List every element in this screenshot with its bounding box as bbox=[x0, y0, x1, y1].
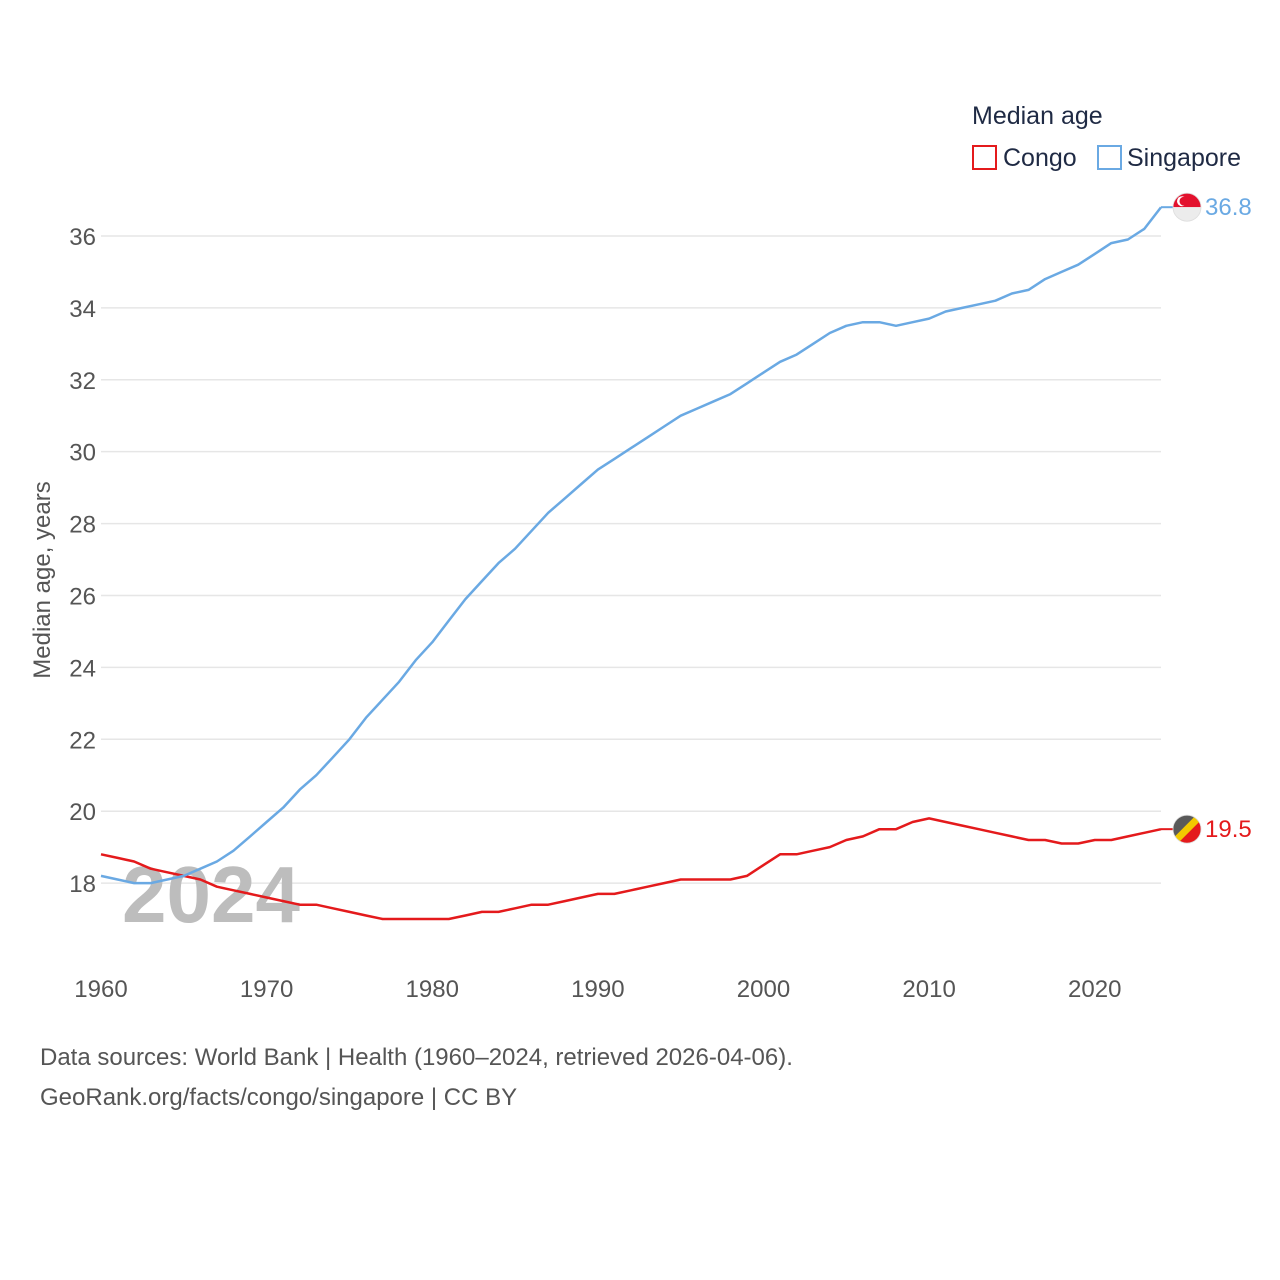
series-line-congo bbox=[100, 817, 1162, 921]
attribution-line: GeoRank.org/facts/congo/singapore | CC B… bbox=[40, 1084, 518, 1111]
end-value-label-congo: 19.5 bbox=[1205, 816, 1252, 843]
x-tick-label: 2000 bbox=[737, 976, 790, 1003]
y-tick-label: 36 bbox=[69, 224, 96, 251]
y-tick-label: 30 bbox=[69, 440, 96, 467]
gridlines bbox=[101, 235, 1161, 884]
legend-swatch-singapore[interactable] bbox=[1097, 145, 1122, 170]
legend-label-singapore[interactable]: Singapore bbox=[1127, 144, 1241, 172]
series-line-singapore bbox=[100, 206, 1162, 885]
congo-flag-icon bbox=[1172, 814, 1202, 844]
y-axis-ticks: 18 20 22 24 26 28 30 32 34 36 bbox=[69, 224, 96, 898]
x-tick-label: 1980 bbox=[406, 976, 459, 1003]
legend-swatch-congo[interactable] bbox=[972, 145, 997, 170]
y-tick-label: 28 bbox=[69, 512, 96, 539]
singapore-flag-icon bbox=[1172, 192, 1202, 222]
series-end-markers: 19.5 36.8 bbox=[1161, 192, 1252, 844]
y-axis-title: Median age, years bbox=[29, 481, 56, 678]
y-tick-label: 32 bbox=[69, 368, 96, 395]
y-tick-label: 24 bbox=[69, 655, 96, 682]
y-tick-label: 18 bbox=[69, 871, 96, 898]
x-tick-label: 1970 bbox=[240, 976, 293, 1003]
y-tick-label: 34 bbox=[69, 296, 96, 323]
legend-title: Median age bbox=[972, 102, 1103, 130]
y-tick-label: 20 bbox=[69, 799, 96, 826]
x-tick-label: 2020 bbox=[1068, 976, 1121, 1003]
end-value-label-singapore: 36.8 bbox=[1205, 194, 1252, 221]
x-tick-label: 1990 bbox=[571, 976, 624, 1003]
y-tick-label: 26 bbox=[69, 583, 96, 610]
source-line: Data sources: World Bank | Health (1960–… bbox=[40, 1044, 793, 1071]
x-tick-label: 1960 bbox=[74, 976, 127, 1003]
y-tick-label: 22 bbox=[69, 727, 96, 754]
x-tick-label: 2010 bbox=[902, 976, 955, 1003]
x-axis-ticks: 1960 1970 1980 1990 2000 2010 2020 bbox=[74, 976, 1121, 1003]
legend: Median age Congo Singapore bbox=[972, 102, 1241, 172]
legend-label-congo[interactable]: Congo bbox=[1003, 144, 1077, 172]
series-lines bbox=[100, 206, 1162, 921]
